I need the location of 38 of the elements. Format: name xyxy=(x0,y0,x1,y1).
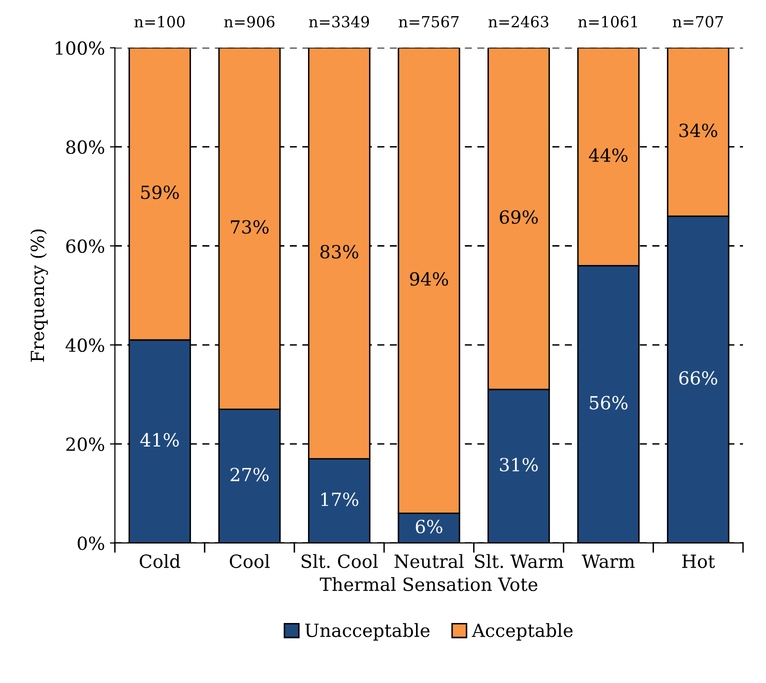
data-label: 34% xyxy=(679,124,718,138)
text: n=1061 xyxy=(578,16,638,28)
data-label: 44% xyxy=(588,148,628,162)
text: n=2463 xyxy=(488,16,548,28)
data-label: 31% xyxy=(500,458,538,472)
data-label: 6% xyxy=(416,520,442,534)
y-tick-label: 80% xyxy=(66,140,104,154)
data-label: 94% xyxy=(410,272,448,286)
data-label: 83% xyxy=(320,244,358,259)
data-label: 17% xyxy=(321,492,358,506)
legend-label: Acceptable xyxy=(472,623,573,641)
y-tick-label: 100% xyxy=(56,41,104,55)
data-label: 69% xyxy=(500,210,538,224)
x-tick-label: Slt. Warm xyxy=(475,554,564,568)
y-tick-label: 40% xyxy=(66,338,104,352)
legend-label: Unacceptable xyxy=(305,623,430,641)
text: n=707 xyxy=(672,16,723,28)
data-label: 41% xyxy=(140,433,179,447)
x-axis-title: Thermal Sensation Vote xyxy=(320,577,538,592)
data-label: 66% xyxy=(679,371,718,385)
y-tick-label: 20% xyxy=(66,437,104,452)
text: n=7567 xyxy=(398,16,459,28)
x-tick-label: Hot xyxy=(682,554,715,568)
y-axis-title: Frequency (%) xyxy=(30,230,48,362)
data-label: 73% xyxy=(230,220,269,234)
x-tick-label: Cool xyxy=(230,554,270,568)
text: n=100 xyxy=(134,16,185,28)
data-label: 27% xyxy=(230,468,269,482)
text: n=3349 xyxy=(309,16,369,28)
y-tick-label: 60% xyxy=(66,239,104,253)
y-tick-label: 0% xyxy=(78,536,104,550)
data-label: 56% xyxy=(590,396,628,410)
x-tick-label: Slt. Cool xyxy=(302,554,378,568)
x-tick-label: Warm xyxy=(582,554,635,568)
x-tick-label: Neutral xyxy=(394,554,464,568)
text: n=906 xyxy=(224,16,274,28)
x-tick-label: Cold xyxy=(140,554,180,568)
data-label: 59% xyxy=(141,185,179,200)
